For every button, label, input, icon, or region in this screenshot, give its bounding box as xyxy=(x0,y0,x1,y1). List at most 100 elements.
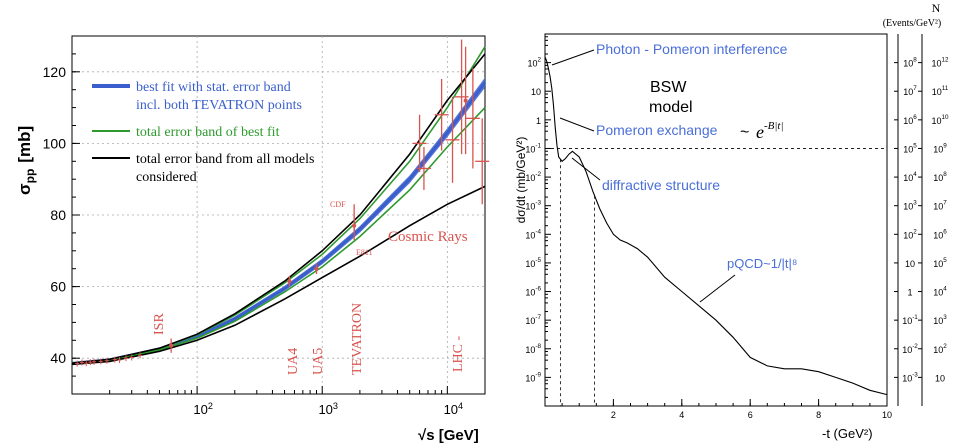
right-ytick-label: 10-6 xyxy=(525,286,541,298)
experiment-point xyxy=(463,98,468,103)
right-axis2-label: 1012 xyxy=(931,57,949,69)
annot-diffractive: diffractive structure xyxy=(602,177,720,193)
right-axis1-label: 106 xyxy=(903,114,917,126)
label-ua5: UA5 xyxy=(311,348,326,375)
right-ytick-label: 10-9 xyxy=(525,371,541,383)
annot-model: model xyxy=(649,99,693,116)
dsigma-dt-curve xyxy=(544,56,888,396)
right-x-ticks: 2 4 6 8 10 xyxy=(561,399,892,420)
left-xtick-label: 103 xyxy=(318,401,338,417)
right-xtick-label: 6 xyxy=(748,410,753,420)
left-curves xyxy=(71,46,487,366)
annot-pqcd: pQCD~1/|t|⁸ xyxy=(727,256,797,271)
right-ytick-label: 102 xyxy=(527,57,541,69)
right-axis1-label: 1 xyxy=(907,288,912,298)
right-y-axis-label: dσ/dt (mb/GeV²) xyxy=(514,137,528,224)
right-axis2-label: 1011 xyxy=(932,85,949,97)
right-axis1-label: 104 xyxy=(903,171,917,183)
label-cosmic-rays: Cosmic Rays xyxy=(388,229,468,245)
legend-label-total-band: total error band of best fit xyxy=(136,125,280,140)
right-dashed-guides xyxy=(545,148,887,406)
right-axis2-label: 1010 xyxy=(931,114,949,126)
right-ytick-label: 10-1 xyxy=(525,142,541,154)
series-line-4 xyxy=(71,185,486,366)
label-e811: E811 xyxy=(356,248,373,257)
experiment-point xyxy=(169,343,174,348)
right-chart: 10210110-110-210-310-410-510-610-710-810… xyxy=(514,1,949,441)
right-axis1-label: 103 xyxy=(903,200,917,212)
annot-formula: e-B|t| xyxy=(756,120,784,142)
right-xtick-label: 8 xyxy=(816,410,821,420)
left-ytick-label: 60 xyxy=(50,279,66,295)
right-axis1-label: 108 xyxy=(903,57,917,69)
left-ytick-label: 120 xyxy=(43,64,67,80)
right-y-ticks: 102 10 1 10-1 10-2 10-3 10-4 10-5 10-6 10-7 10-8 10… xyxy=(525,36,949,398)
left-xtick-label: 102 xyxy=(193,401,213,417)
arrow-pqcd xyxy=(699,274,736,303)
label-isr: ISR xyxy=(152,313,167,335)
left-ytick-label: 100 xyxy=(43,135,67,151)
right-ytick-label: 10-7 xyxy=(525,314,541,326)
legend-label-best-fit-2: incl. both TEVATRON points xyxy=(136,98,302,113)
right-axis2-label: 102 xyxy=(933,343,947,355)
right-axis2-label: 106 xyxy=(933,228,947,240)
right-axis2-label: 10 xyxy=(935,373,945,383)
right-ytick-label: 1 xyxy=(536,116,541,126)
arrow-diffractive xyxy=(571,157,601,181)
right-axis-unit: (Events/GeV²) xyxy=(883,18,942,29)
left-ytick-label: 80 xyxy=(50,207,66,223)
annot-pomeron-exchange: Pomeron exchange xyxy=(596,122,718,138)
left-xtick-label: 104 xyxy=(444,401,464,417)
right-axis1-label: 10-2 xyxy=(902,343,918,355)
label-cdf: CDF xyxy=(330,200,346,209)
right-axis1-label: 10-1 xyxy=(902,314,918,326)
right-axis2-label: 104 xyxy=(933,286,947,298)
right-plot-frame xyxy=(544,33,888,407)
right-ytick-label: 10-3 xyxy=(525,200,541,212)
legend-label-all-models-2: considered xyxy=(136,170,197,185)
arrow-pomeron-exchange xyxy=(559,117,595,132)
series-line-2 xyxy=(71,107,486,365)
right-xtick-label: 4 xyxy=(679,410,684,420)
annot-tilde: ~ xyxy=(740,124,749,141)
left-experiments xyxy=(75,39,490,367)
right-xtick-label: 2 xyxy=(611,410,616,420)
right-axis1-label: 10 xyxy=(905,259,915,269)
left-ytick-label: 40 xyxy=(50,350,66,366)
legend-label-best-fit: best fit with stat. error band xyxy=(136,80,291,95)
left-x-ticks: 102 103 104 xyxy=(109,386,486,417)
right-axis2-label: 109 xyxy=(933,142,947,154)
left-legend: best fit with stat. error band incl. bot… xyxy=(92,80,314,185)
annot-bsw: BSW xyxy=(650,79,687,96)
right-ytick-label: 10-2 xyxy=(525,171,541,183)
right-axis2-label: 103 xyxy=(933,314,947,326)
label-tevatron: TEVATRON xyxy=(350,303,365,375)
experiment-point xyxy=(314,266,319,271)
right-axis-title: N xyxy=(932,1,941,15)
experiment-point xyxy=(287,279,292,284)
left-x-axis-label: √s [GeV] xyxy=(418,427,479,444)
right-axis1-label: 105 xyxy=(903,142,917,154)
label-lhc: LHC - xyxy=(451,336,466,373)
right-xtick-label: 10 xyxy=(882,410,892,420)
right-ytick-label: 10-4 xyxy=(525,228,541,240)
right-axis2-label: 107 xyxy=(933,200,947,212)
right-ytick-label: 10 xyxy=(531,87,541,97)
label-ua4: UA4 xyxy=(286,348,301,375)
right-axis1-label: 107 xyxy=(903,85,917,97)
right-axis2-label: 108 xyxy=(933,171,947,183)
series-line-3 xyxy=(71,53,486,364)
left-y-axis-label: σpp[mb] xyxy=(15,126,37,195)
right-ytick-label: 10-5 xyxy=(525,257,541,269)
legend-label-all-models: total error band from all models xyxy=(136,152,314,167)
right-curve xyxy=(544,56,888,396)
annot-photon-pomeron: Photon - Pomeron interference xyxy=(596,41,788,57)
right-x-axis-label: -t (GeV²) xyxy=(822,426,873,441)
arrow-photon-pomeron xyxy=(551,49,595,66)
left-y-ticks: 40 60 80 100 120 xyxy=(43,35,80,395)
right-axis1-label: 102 xyxy=(903,228,917,240)
right-axis2-label: 105 xyxy=(933,257,947,269)
right-ytick-label: 10-8 xyxy=(525,343,541,355)
